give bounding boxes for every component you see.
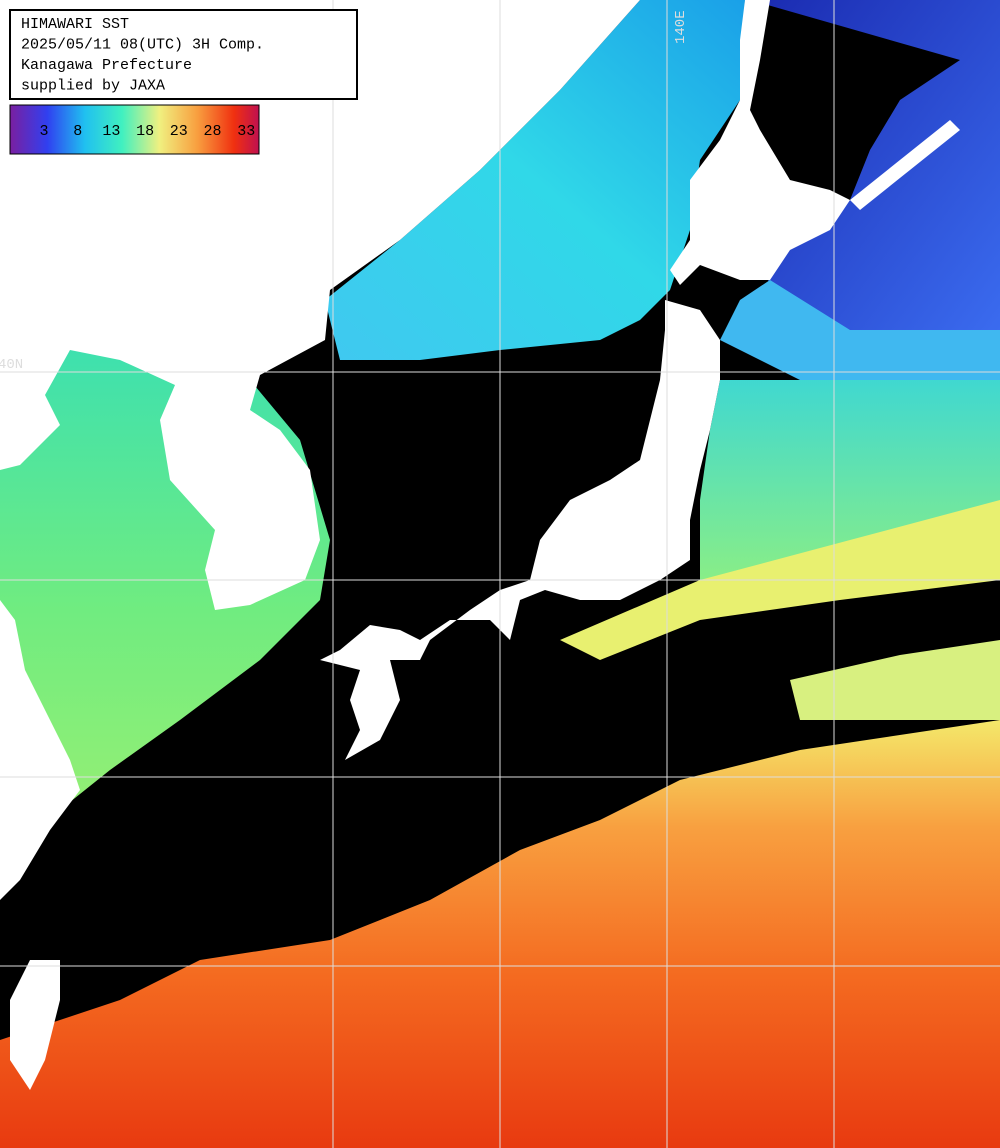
colorbar-tick-label: 28 (203, 123, 221, 140)
colorbar-tick-label: 33 (237, 123, 255, 140)
sst-region (720, 280, 1000, 390)
header-line: supplied by JAXA (21, 78, 165, 95)
lon-label: 140E (673, 10, 689, 44)
colorbar-tick-label: 23 (170, 123, 188, 140)
colorbar-tick-label: 18 (136, 123, 154, 140)
header: HIMAWARI SST 2025/05/11 08(UTC) 3H Comp. K… (21, 16, 264, 95)
colorbar-tick-label: 8 (73, 123, 82, 140)
colorbar-tick-label: 3 (39, 123, 48, 140)
colorbar (9, 104, 260, 155)
header-line: Kanagawa Prefecture (21, 57, 192, 74)
lat-label: 40N (0, 357, 23, 373)
sst-region (790, 640, 1000, 720)
sst-cold-region (750, 0, 1000, 340)
header-line: 2025/05/11 08(UTC) 3H Comp. (21, 37, 264, 54)
colorbar-ticks: 3 8 13 18 23 28 33 (39, 123, 255, 140)
colorbar-tick-label: 13 (102, 123, 120, 140)
header-box (9, 9, 358, 100)
sst-region (325, 0, 745, 360)
header-line: HIMAWARI SST (21, 16, 129, 33)
